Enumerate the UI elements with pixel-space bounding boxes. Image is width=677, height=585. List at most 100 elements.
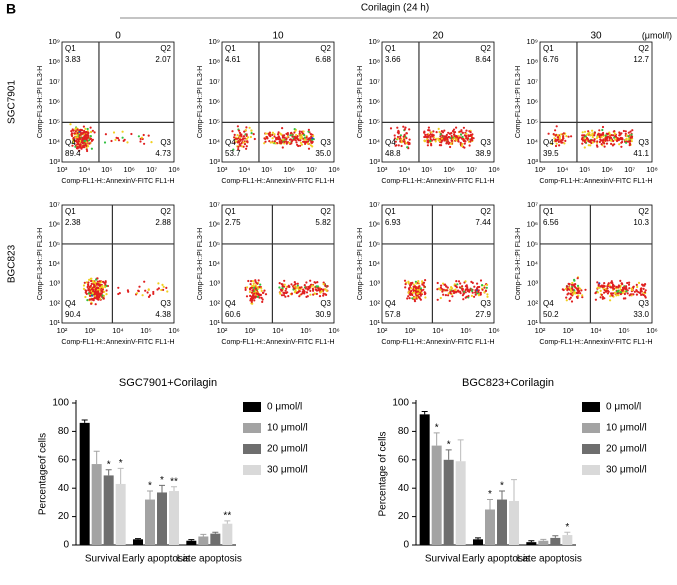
event-dot	[443, 135, 446, 138]
event-dot	[554, 129, 557, 132]
event-dot	[89, 137, 92, 140]
event-dot	[102, 297, 105, 300]
event-dot	[608, 137, 611, 140]
event-dot	[277, 135, 280, 138]
event-dot	[629, 140, 632, 143]
error-bar	[511, 479, 517, 501]
event-dot	[304, 138, 307, 141]
event-dot	[261, 298, 264, 301]
event-dot	[460, 129, 463, 132]
event-dot	[280, 288, 283, 292]
event-dot	[469, 140, 472, 143]
significance-mark: *	[160, 475, 164, 486]
event-dot	[575, 295, 579, 298]
event-dot	[473, 285, 476, 288]
event-dot	[290, 292, 293, 295]
event-dot	[85, 141, 88, 144]
event-dot	[298, 132, 301, 135]
event-dot	[303, 284, 306, 287]
legend-swatch	[582, 423, 600, 433]
event-dot	[86, 127, 89, 131]
significance-mark: *	[565, 522, 569, 533]
event-dot	[402, 125, 405, 128]
y-tick-label: 10⁸	[208, 57, 220, 66]
event-dot	[297, 288, 300, 291]
event-dot	[97, 290, 100, 293]
event-dot	[294, 137, 297, 140]
event-dot	[307, 285, 310, 289]
event-dot	[616, 290, 619, 293]
error-bar	[93, 450, 100, 465]
event-dot	[117, 139, 121, 142]
x-tick-label: 10⁶	[328, 326, 339, 335]
event-dot	[264, 132, 267, 135]
event-dot	[571, 287, 574, 290]
event-dot	[117, 292, 120, 296]
event-dot	[468, 144, 471, 147]
event-dot	[93, 297, 96, 300]
event-dot	[70, 130, 73, 133]
significance-mark: *	[107, 459, 111, 470]
event-dot	[316, 281, 319, 284]
event-dot	[470, 134, 473, 137]
event-dot	[618, 134, 621, 137]
event-dot	[303, 134, 306, 137]
plot-frame	[61, 41, 175, 163]
event-dot	[444, 138, 447, 141]
event-dot	[617, 294, 620, 297]
event-dot	[462, 137, 465, 140]
event-dot	[239, 144, 242, 147]
y-tick-label: 10²	[49, 298, 60, 307]
event-dot	[252, 296, 255, 300]
y-tick-label: 10⁵	[49, 239, 60, 248]
event-dot	[76, 138, 79, 141]
y-tick-label: 10³	[209, 157, 220, 166]
x-tick-label: 10³	[245, 326, 256, 335]
event-dot	[309, 289, 312, 292]
event-dot	[445, 133, 448, 136]
error-bar	[212, 531, 219, 534]
event-dot	[282, 294, 286, 297]
quadrant-name: Q2	[638, 44, 649, 53]
y-tick-label: 80	[398, 426, 410, 437]
event-dot	[295, 133, 298, 137]
event-dot	[396, 126, 399, 129]
event-dot	[137, 135, 140, 138]
event-dot	[81, 129, 84, 132]
event-dot	[596, 291, 600, 294]
flow-plot: Q1 6.56 Q2 10.3 Q3 33.0 Q4 50.2 10² 10³ 10⁴ 10⁵ 10⁶ 1…	[515, 200, 658, 346]
event-dot	[404, 283, 407, 286]
event-dot	[76, 134, 79, 137]
event-dot	[432, 130, 435, 133]
event-dot	[255, 292, 258, 295]
event-dot	[143, 142, 146, 145]
event-dot	[408, 288, 411, 291]
event-dot	[280, 294, 284, 297]
event-dot	[640, 293, 643, 296]
quadrant-value: 38.9	[475, 149, 491, 158]
event-dot	[430, 131, 433, 134]
quadrant-name: Q2	[160, 207, 171, 216]
y-tick-label: 10⁷	[209, 77, 220, 86]
y-tick-label: 10⁵	[527, 117, 538, 126]
event-dot	[85, 148, 88, 151]
bar	[210, 533, 221, 545]
y-tick-label: 10⁵	[209, 239, 220, 248]
event-dot	[598, 140, 602, 144]
event-dot	[566, 293, 569, 296]
significance-mark: **	[223, 511, 231, 522]
event-dot	[455, 286, 458, 289]
event-dot	[603, 282, 606, 285]
chart-title: BGC823+Corilagin	[462, 377, 554, 389]
event-dot	[289, 132, 292, 135]
event-dot	[642, 287, 645, 290]
event-dot	[283, 279, 286, 282]
event-dot	[78, 149, 81, 152]
event-dot	[465, 284, 468, 287]
event-dot	[580, 289, 583, 292]
bar	[419, 414, 430, 545]
event-dot	[238, 131, 241, 134]
event-dot	[467, 289, 470, 292]
event-dot	[233, 136, 236, 139]
event-dot	[94, 303, 97, 306]
